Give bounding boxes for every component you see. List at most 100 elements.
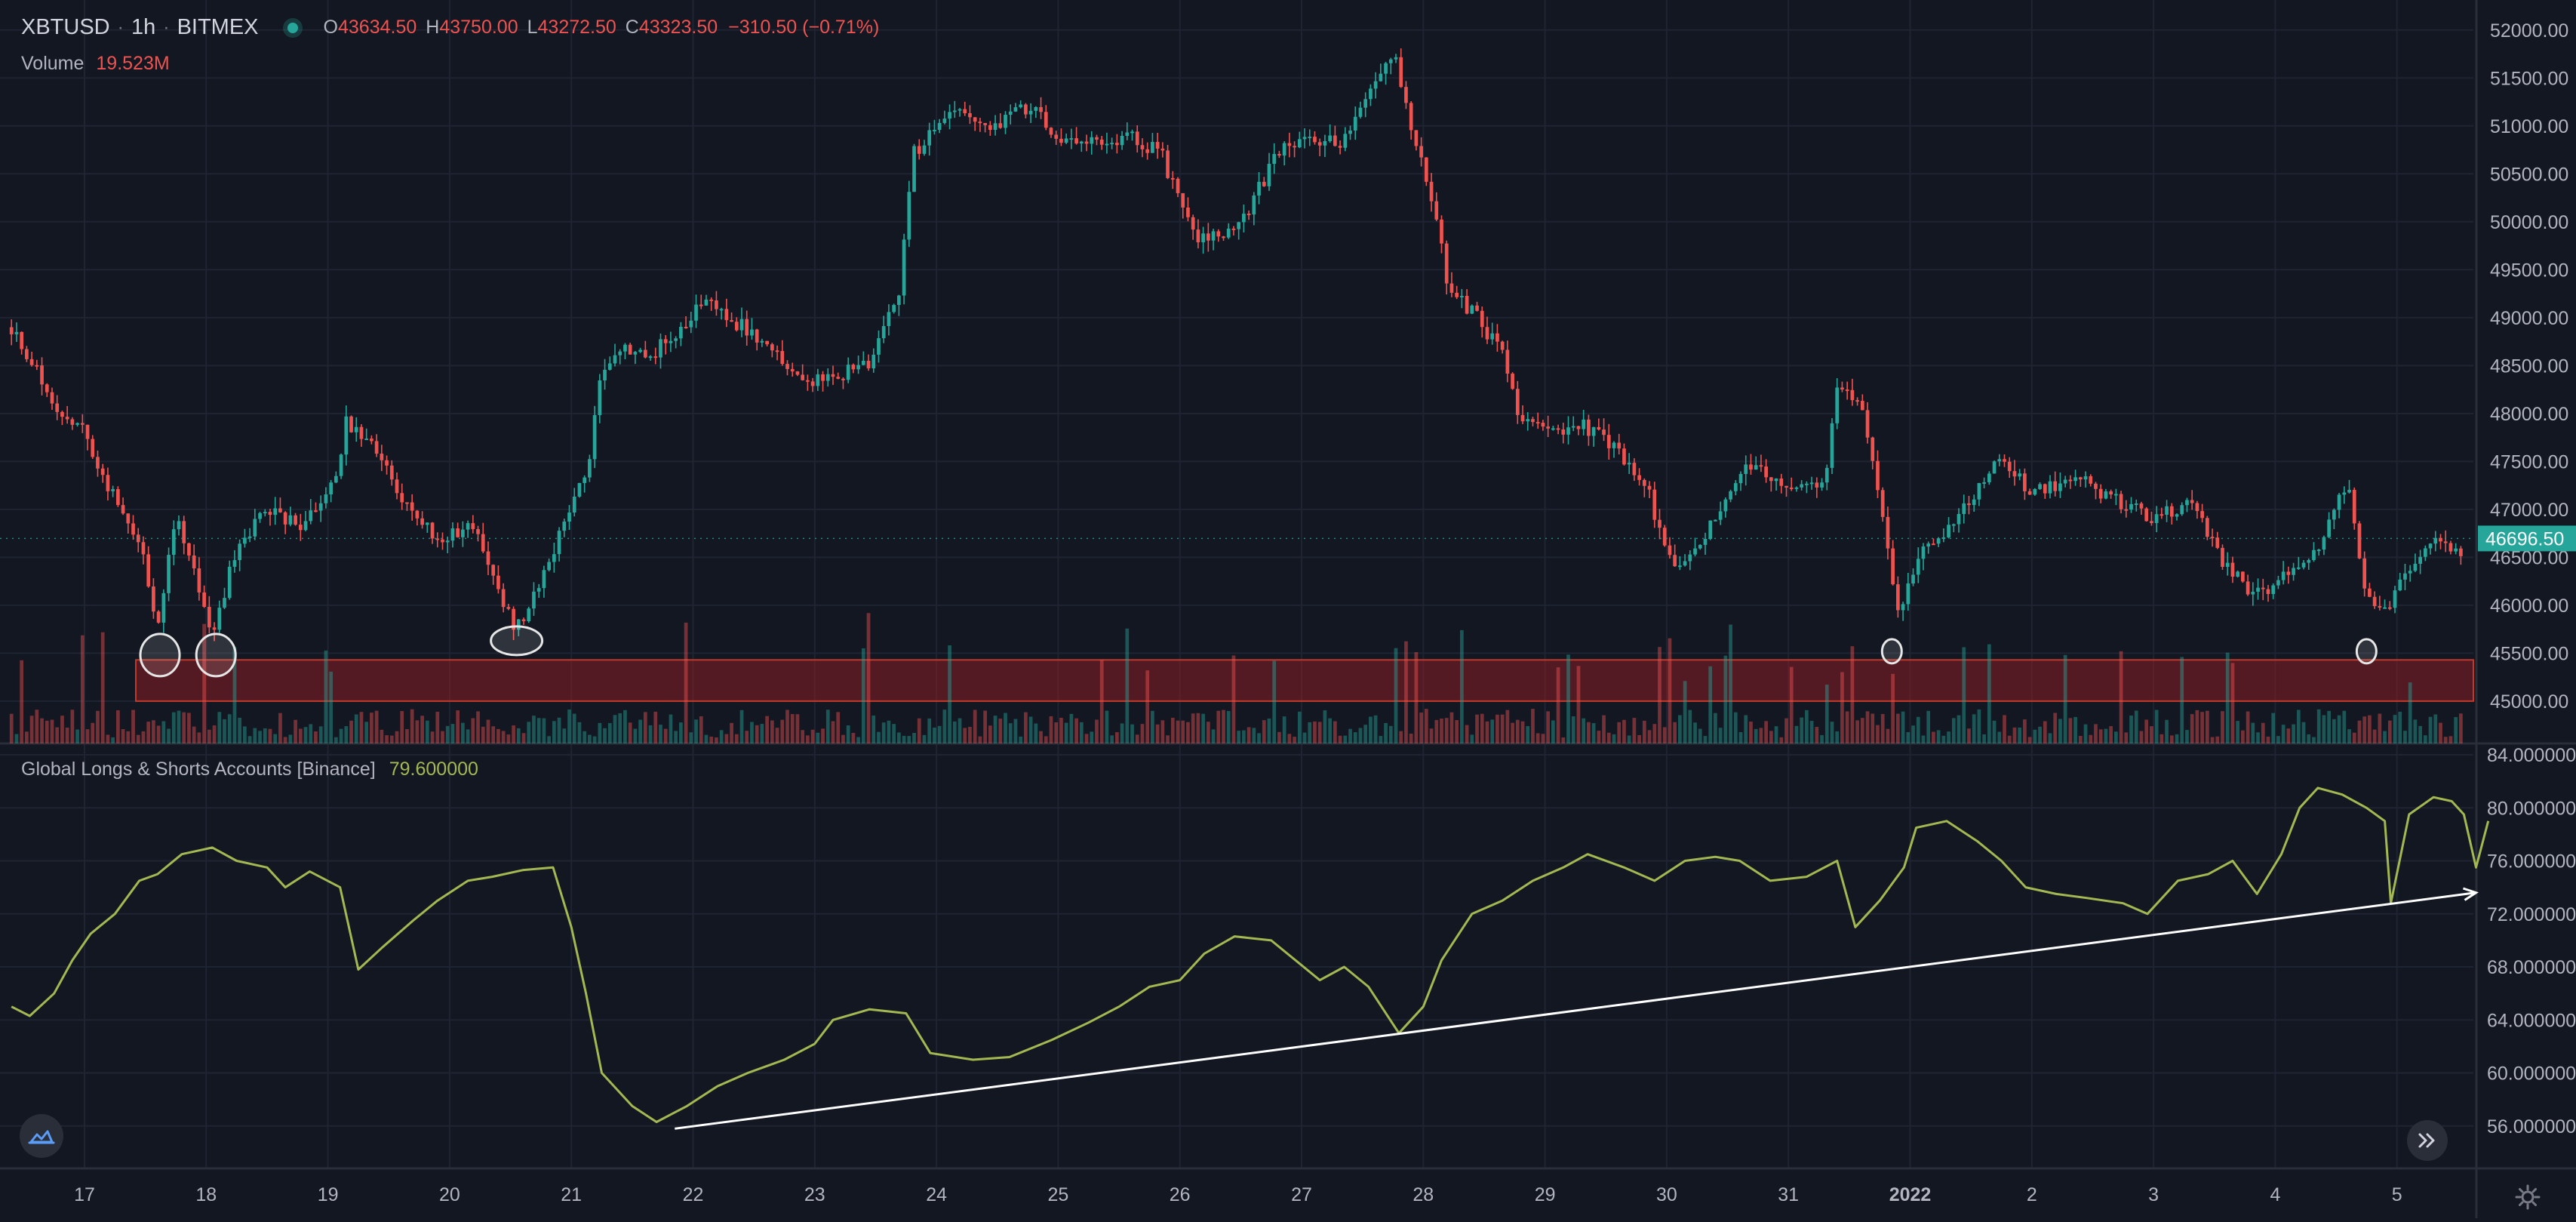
candle-body[interactable] bbox=[1622, 448, 1626, 465]
candle-body[interactable] bbox=[638, 349, 642, 352]
candle-body[interactable] bbox=[1830, 423, 1834, 468]
candle-body[interactable] bbox=[2327, 519, 2331, 537]
candle-body[interactable] bbox=[232, 560, 237, 567]
candle-body[interactable] bbox=[207, 606, 211, 628]
candle-body[interactable] bbox=[2292, 568, 2295, 575]
candle-body[interactable] bbox=[1880, 490, 1885, 517]
candle-body[interactable] bbox=[684, 327, 688, 329]
candle-body[interactable] bbox=[420, 518, 424, 525]
candle-body[interactable] bbox=[2048, 481, 2052, 494]
candle-body[interactable] bbox=[592, 414, 597, 460]
candle-body[interactable] bbox=[542, 570, 546, 589]
candle-body[interactable] bbox=[450, 528, 455, 541]
candle-body[interactable] bbox=[679, 327, 683, 339]
candle-body[interactable] bbox=[2448, 543, 2453, 552]
candle-body[interactable] bbox=[1855, 400, 1859, 402]
symbol-name[interactable]: XBTUSD bbox=[21, 15, 110, 39]
candle-body[interactable] bbox=[2018, 473, 2022, 477]
candle-body[interactable] bbox=[715, 300, 718, 309]
candle-body[interactable] bbox=[2159, 514, 2164, 516]
candle-body[interactable] bbox=[674, 338, 678, 341]
candle-body[interactable] bbox=[958, 109, 962, 111]
candle-body[interactable] bbox=[182, 521, 186, 543]
candle-body[interactable] bbox=[2459, 548, 2463, 556]
candle-body[interactable] bbox=[278, 508, 282, 513]
candle-body[interactable] bbox=[2119, 494, 2123, 509]
candle-body[interactable] bbox=[1591, 426, 1596, 436]
candle-body[interactable] bbox=[1541, 423, 1545, 427]
candle-body[interactable] bbox=[283, 512, 287, 525]
candle-body[interactable] bbox=[755, 329, 759, 343]
candle-body[interactable] bbox=[501, 589, 506, 608]
candle-body[interactable] bbox=[349, 416, 353, 432]
candle-body[interactable] bbox=[2372, 596, 2377, 607]
candle-body[interactable] bbox=[1267, 164, 1271, 186]
candle-body[interactable] bbox=[136, 534, 140, 543]
candle-body[interactable] bbox=[1718, 511, 1723, 520]
candle-body[interactable] bbox=[948, 112, 951, 119]
candle-body[interactable] bbox=[1571, 426, 1575, 428]
candle-body[interactable] bbox=[607, 363, 612, 370]
candle-body[interactable] bbox=[709, 299, 714, 301]
candle-body[interactable] bbox=[1658, 519, 1661, 528]
candle-body[interactable] bbox=[1099, 139, 1104, 145]
candle-body[interactable] bbox=[1738, 473, 1743, 484]
candle-body[interactable] bbox=[881, 326, 886, 339]
indicator-title[interactable]: Global Longs & Shorts Accounts [Binance] bbox=[21, 759, 376, 780]
candle-body[interactable] bbox=[1074, 138, 1078, 144]
candle-body[interactable] bbox=[1155, 142, 1160, 149]
candle-body[interactable] bbox=[1698, 544, 1702, 549]
candle-body[interactable] bbox=[2038, 484, 2042, 489]
candle-body[interactable] bbox=[121, 505, 125, 514]
candle-body[interactable] bbox=[2175, 514, 2179, 517]
indicator-legend[interactable]: Global Longs & Shorts Accounts [Binance]… bbox=[21, 759, 478, 780]
candle-body[interactable] bbox=[405, 502, 409, 504]
candle-body[interactable] bbox=[1774, 478, 1778, 482]
candle-body[interactable] bbox=[2150, 521, 2153, 523]
candle-body[interactable] bbox=[374, 441, 379, 454]
candle-body[interactable] bbox=[1130, 131, 1134, 134]
candle-body[interactable] bbox=[263, 512, 267, 514]
candle-body[interactable] bbox=[1926, 543, 1931, 547]
candle-body[interactable] bbox=[1160, 148, 1165, 151]
candle-body[interactable] bbox=[1348, 130, 1352, 134]
candle-body[interactable] bbox=[846, 365, 850, 380]
candle-body[interactable] bbox=[1120, 135, 1124, 146]
candle-body[interactable] bbox=[55, 403, 60, 412]
candle-body[interactable] bbox=[663, 339, 668, 343]
candle-body[interactable] bbox=[2063, 479, 2067, 484]
candle-body[interactable] bbox=[389, 465, 394, 480]
candle-body[interactable] bbox=[50, 392, 54, 404]
candle-body[interactable] bbox=[273, 508, 278, 516]
candle-body[interactable] bbox=[1277, 154, 1281, 156]
candle-body[interactable] bbox=[1662, 528, 1667, 546]
candle-body[interactable] bbox=[2296, 567, 2301, 569]
candle-body[interactable] bbox=[344, 416, 349, 455]
candle-body[interactable] bbox=[2251, 591, 2255, 595]
candle-body[interactable] bbox=[973, 117, 977, 122]
volume-label[interactable]: Volume bbox=[21, 53, 85, 74]
candle-body[interactable] bbox=[2312, 549, 2316, 560]
candle-body[interactable] bbox=[1293, 146, 1296, 148]
candle-body[interactable] bbox=[659, 339, 662, 358]
candle-body[interactable] bbox=[1987, 473, 1991, 482]
candle-body[interactable] bbox=[1308, 137, 1312, 139]
candle-body[interactable] bbox=[1820, 482, 1824, 488]
candle-body[interactable] bbox=[425, 522, 429, 525]
candle-body[interactable] bbox=[1546, 426, 1550, 429]
candle-body[interactable] bbox=[1962, 503, 1966, 514]
candle-body[interactable] bbox=[339, 454, 343, 476]
candle-body[interactable] bbox=[1835, 387, 1840, 423]
candle-body[interactable] bbox=[1211, 231, 1216, 241]
candle-body[interactable] bbox=[1511, 373, 1514, 389]
candle-body[interactable] bbox=[1004, 115, 1007, 128]
candle-body[interactable] bbox=[2190, 500, 2194, 503]
candle-body[interactable] bbox=[527, 608, 531, 622]
candle-body[interactable] bbox=[2165, 506, 2169, 515]
candle-body[interactable] bbox=[152, 586, 155, 612]
candle-body[interactable] bbox=[177, 521, 181, 530]
candle-body[interactable] bbox=[765, 340, 769, 345]
candle-body[interactable] bbox=[669, 340, 673, 343]
candle-body[interactable] bbox=[1369, 88, 1373, 100]
candle-body[interactable] bbox=[111, 489, 115, 491]
